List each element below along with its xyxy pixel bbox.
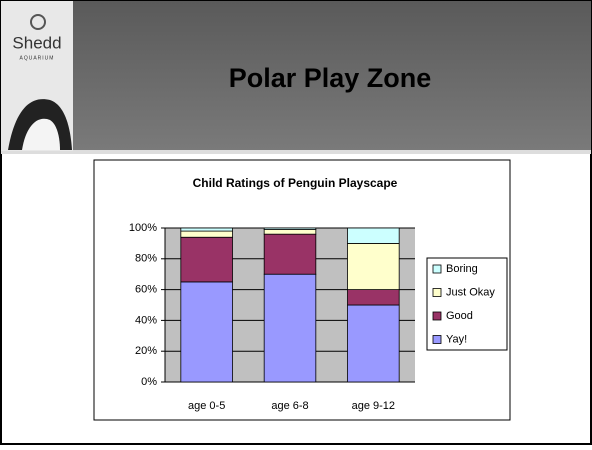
legend-swatch (433, 336, 441, 344)
logo-text: Shedd (12, 33, 61, 52)
bar-segment (348, 243, 400, 289)
legend-label: Good (446, 310, 473, 322)
chart-title: Child Ratings of Penguin Playscape (193, 176, 398, 190)
bar-segment (181, 228, 233, 231)
legend-swatch (433, 265, 441, 273)
y-tick-label: 0% (141, 376, 157, 388)
bar-segment (348, 305, 400, 382)
legend-swatch (433, 289, 441, 297)
legend-label: Boring (446, 263, 478, 275)
bar-segment (264, 228, 316, 230)
bar-segment (181, 282, 233, 382)
y-tick-label: 80% (135, 253, 157, 265)
x-tick-label: age 6-8 (271, 400, 308, 412)
bar-segment (181, 237, 233, 282)
bar-segment (264, 274, 316, 382)
bar-segment (264, 230, 316, 235)
y-tick-label: 100% (129, 222, 157, 234)
bar-segment (348, 228, 400, 243)
x-tick-label: age 9-12 (352, 400, 395, 412)
slide: Shedd AQUARIUM Polar Play Zone Child Rat… (0, 0, 592, 445)
bar-segment (264, 234, 316, 274)
y-tick-label: 40% (135, 314, 157, 326)
y-tick-label: 20% (135, 345, 157, 357)
y-tick-label: 60% (135, 284, 157, 296)
legend-label: Just Okay (446, 286, 495, 298)
logo-subtext: AQUARIUM (20, 55, 55, 61)
slide-title: Polar Play Zone (229, 63, 432, 93)
legend-label: Yay! (446, 333, 467, 345)
legend-swatch (433, 312, 441, 320)
x-tick-label: age 0-5 (188, 400, 225, 412)
bar-segment (181, 231, 233, 237)
bar-segment (348, 290, 400, 305)
header-rule (1, 150, 591, 154)
